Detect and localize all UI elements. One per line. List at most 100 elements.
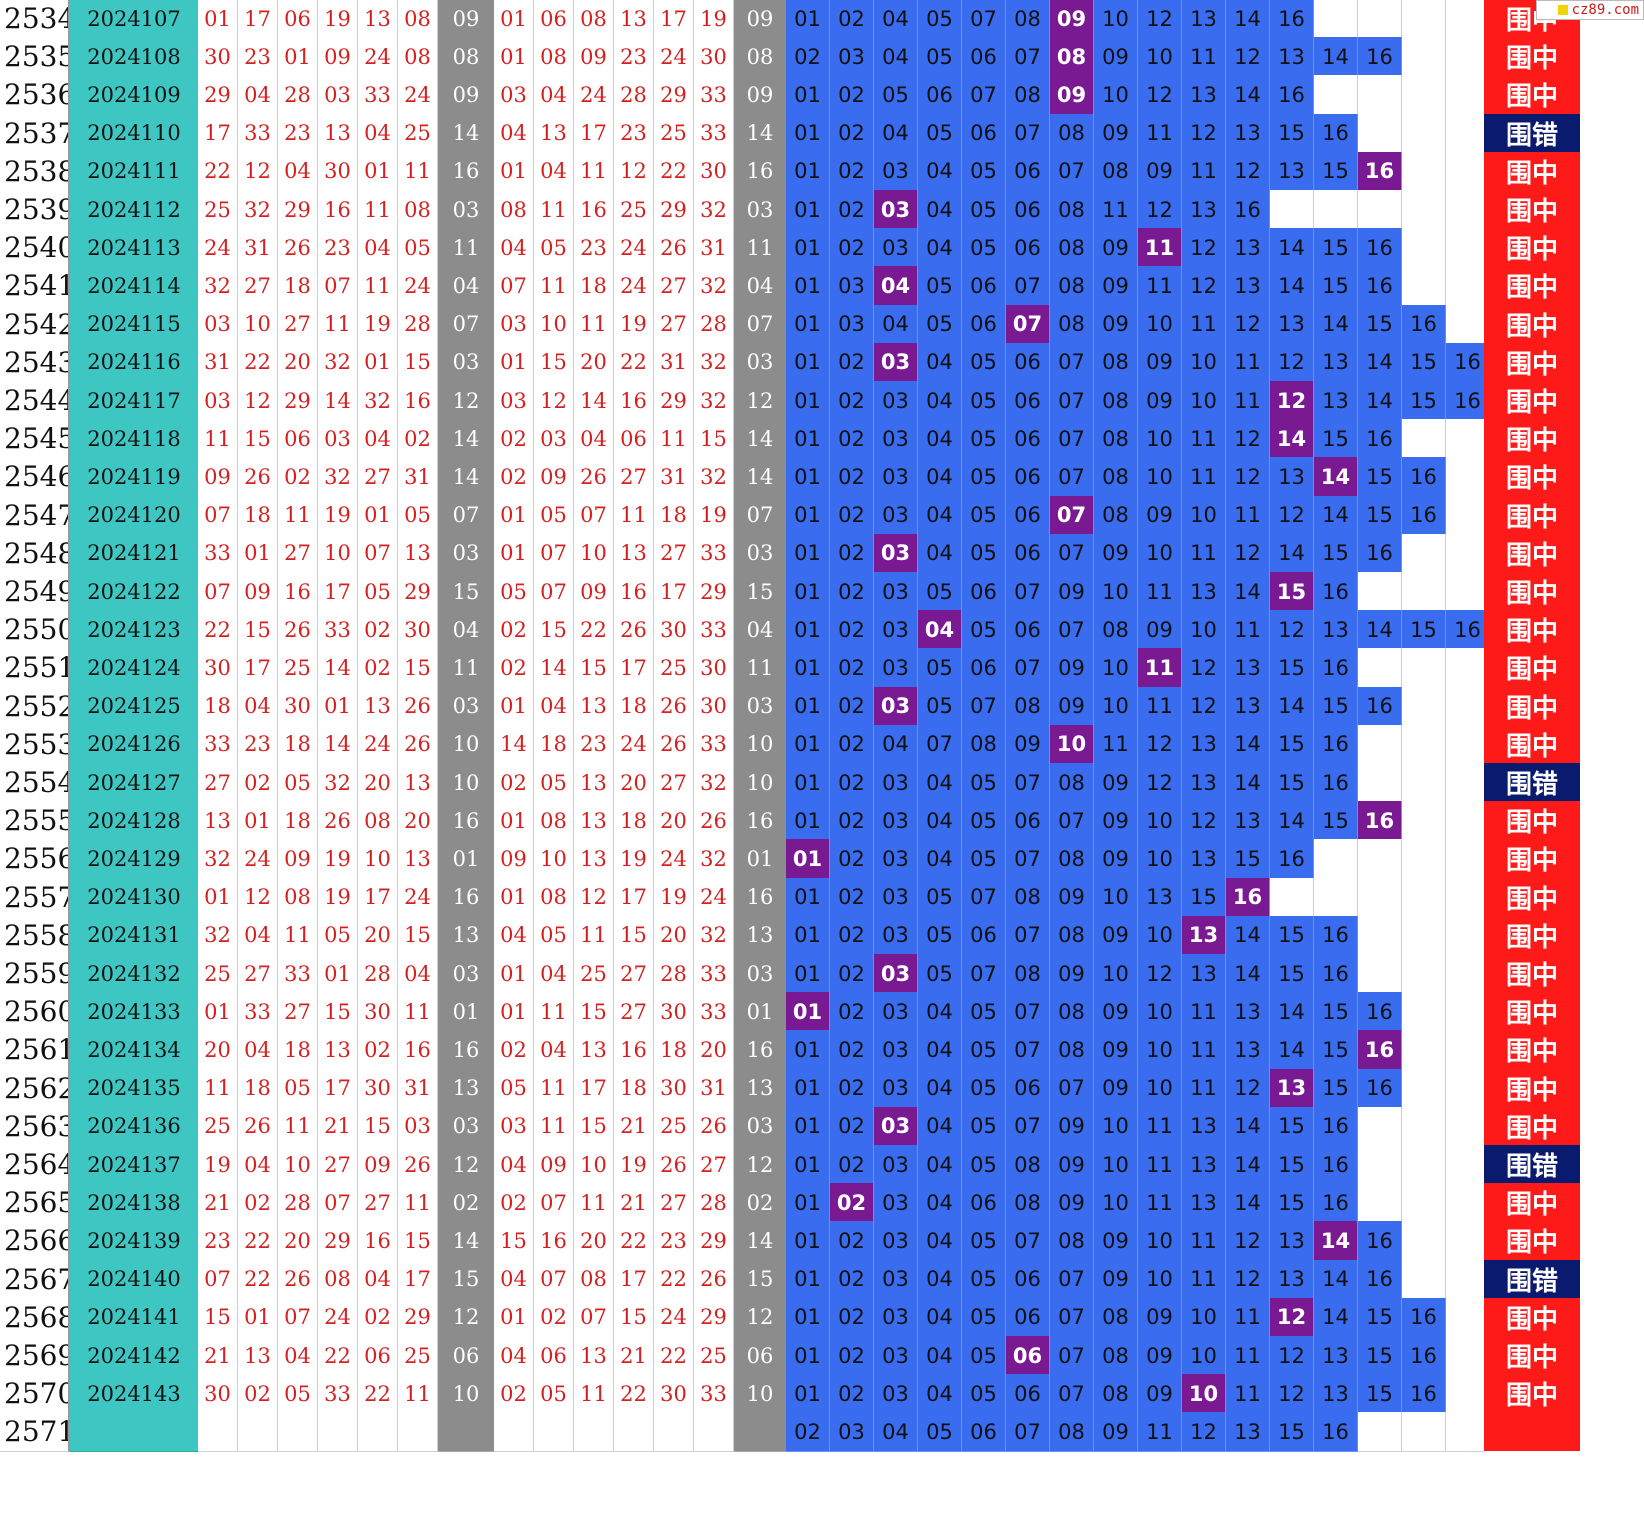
sorted-number: 12 bbox=[574, 877, 614, 918]
sorted-number: 30 bbox=[694, 648, 734, 689]
candidate-empty-slot bbox=[1446, 533, 1490, 574]
candidate-number: 13 bbox=[1270, 457, 1314, 498]
candidate-number: 05 bbox=[918, 915, 962, 956]
candidate-number: 09 bbox=[1006, 724, 1050, 765]
period-number: 2024115 bbox=[70, 304, 198, 345]
candidate-number: 13 bbox=[1182, 763, 1226, 803]
candidate-number: 02 bbox=[830, 1106, 874, 1147]
period-number: 2024110 bbox=[70, 113, 198, 154]
draw-number: 05 bbox=[278, 1374, 318, 1415]
row-index: 2539 bbox=[0, 190, 70, 230]
period-number: 2024124 bbox=[70, 648, 198, 689]
draw-number: 33 bbox=[198, 724, 238, 765]
row-index: 2567 bbox=[0, 1259, 70, 1300]
candidate-number: 04 bbox=[918, 457, 962, 498]
candidate-number: 10 bbox=[1094, 1183, 1138, 1224]
result-badge: 围错 bbox=[1484, 1259, 1580, 1300]
draw-number: 20 bbox=[278, 1221, 318, 1262]
candidate-number: 14 bbox=[1270, 686, 1314, 727]
candidate-number: 03 bbox=[874, 1030, 918, 1071]
draw-number: 30 bbox=[358, 1068, 398, 1109]
sorted-number: 19 bbox=[694, 495, 734, 536]
sorted-number: 24 bbox=[654, 1297, 694, 1338]
candidate-number: 11 bbox=[1182, 1068, 1226, 1109]
draw-number: 29 bbox=[198, 75, 238, 116]
special-number-repeat: 04 bbox=[734, 610, 786, 651]
candidate-number: 06 bbox=[962, 304, 1006, 345]
sorted-number: 06 bbox=[534, 1336, 574, 1376]
candidate-number: 07 bbox=[1050, 1336, 1094, 1376]
candidate-number: 03 bbox=[874, 915, 918, 956]
draw-number: 05 bbox=[318, 915, 358, 956]
candidate-number: 12 bbox=[1182, 266, 1226, 307]
sorted-number: 12 bbox=[614, 151, 654, 192]
draw-number: 15 bbox=[238, 610, 278, 651]
candidate-empty-slot bbox=[1358, 75, 1402, 116]
draw-number: 18 bbox=[278, 801, 318, 842]
draw-number: 20 bbox=[358, 915, 398, 956]
candidate-hit-number: 15 bbox=[1270, 572, 1314, 612]
draw-number: 05 bbox=[398, 228, 438, 269]
candidate-number: 08 bbox=[1006, 0, 1050, 39]
row-index: 2563 bbox=[0, 1106, 70, 1147]
candidate-hit-number: 02 bbox=[830, 1183, 874, 1224]
sorted-number: 20 bbox=[574, 1221, 614, 1262]
candidate-number: 01 bbox=[786, 1259, 830, 1300]
draw-number: 17 bbox=[358, 877, 398, 918]
candidate-number: 04 bbox=[874, 304, 918, 345]
candidate-empty-slot bbox=[1314, 0, 1358, 39]
candidate-number: 06 bbox=[1006, 1259, 1050, 1300]
candidate-number: 10 bbox=[1094, 686, 1138, 727]
candidate-number: 04 bbox=[918, 342, 962, 383]
special-number: 14 bbox=[438, 113, 494, 154]
draw-number: 32 bbox=[198, 915, 238, 956]
sorted-number: 27 bbox=[654, 266, 694, 307]
draw-number: 08 bbox=[398, 37, 438, 78]
candidate-number: 05 bbox=[962, 1221, 1006, 1262]
candidate-number: 11 bbox=[1138, 1106, 1182, 1147]
candidate-number: 07 bbox=[1050, 419, 1094, 460]
candidate-number: 08 bbox=[1006, 954, 1050, 994]
special-number: 11 bbox=[438, 228, 494, 269]
candidate-number: 12 bbox=[1226, 1259, 1270, 1300]
candidate-number: 10 bbox=[1138, 801, 1182, 842]
candidate-number: 12 bbox=[1138, 0, 1182, 39]
candidate-number: 15 bbox=[1270, 763, 1314, 803]
draw-number: 27 bbox=[318, 1145, 358, 1185]
candidate-number: 09 bbox=[1138, 151, 1182, 192]
candidate-number: 02 bbox=[830, 1030, 874, 1071]
period-number: 2024139 bbox=[70, 1221, 198, 1262]
candidate-number: 02 bbox=[830, 763, 874, 803]
candidate-empty-slot bbox=[1402, 954, 1446, 994]
candidate-number: 15 bbox=[1314, 266, 1358, 307]
sorted-number: 13 bbox=[614, 533, 654, 574]
row-index: 2549 bbox=[0, 572, 70, 612]
special-number: 13 bbox=[438, 915, 494, 956]
candidate-number: 16 bbox=[1314, 113, 1358, 154]
draw-number: 23 bbox=[318, 228, 358, 269]
candidate-number: 07 bbox=[1006, 839, 1050, 880]
draw-number: 08 bbox=[398, 0, 438, 39]
candidate-number: 16 bbox=[1314, 648, 1358, 689]
candidate-number: 15 bbox=[1270, 1145, 1314, 1185]
candidate-number: 01 bbox=[786, 190, 830, 230]
candidate-number: 05 bbox=[962, 1145, 1006, 1185]
candidate-number: 10 bbox=[1182, 1297, 1226, 1338]
candidate-number: 13 bbox=[1182, 1183, 1226, 1224]
result-badge: 围中 bbox=[1484, 724, 1580, 765]
draw-number: 01 bbox=[358, 151, 398, 192]
candidate-number: 12 bbox=[1226, 304, 1270, 345]
candidate-number: 03 bbox=[874, 1336, 918, 1376]
candidate-number: 05 bbox=[874, 75, 918, 116]
draw-number: 25 bbox=[198, 954, 238, 994]
candidate-number: 08 bbox=[1094, 610, 1138, 651]
draw-number: 01 bbox=[358, 495, 398, 536]
sorted-number: 27 bbox=[614, 457, 654, 498]
result-badge: 围中 bbox=[1484, 342, 1580, 383]
draw-number: 01 bbox=[198, 0, 238, 39]
sorted-number: 33 bbox=[694, 610, 734, 651]
result-badge: 围中 bbox=[1484, 1183, 1580, 1224]
draw-number: 15 bbox=[198, 1297, 238, 1338]
sorted-number: 16 bbox=[614, 381, 654, 421]
candidate-number: 10 bbox=[1182, 610, 1226, 651]
